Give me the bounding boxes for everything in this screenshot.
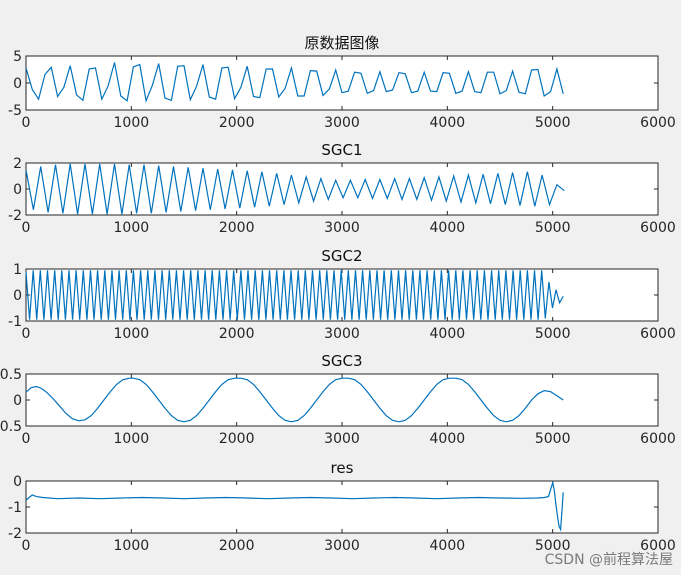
- x-tick-label: 0: [22, 115, 31, 131]
- x-tick-label: 6000: [640, 538, 676, 554]
- x-tick-label: 1000: [114, 220, 150, 236]
- x-tick-label: 0: [22, 538, 31, 554]
- y-tick-label: -1: [8, 314, 22, 330]
- y-tick-label: 0: [13, 393, 22, 409]
- axes-box: [25, 373, 659, 427]
- x-tick-label: 3000: [324, 538, 360, 554]
- x-tick-label: 0: [22, 326, 31, 342]
- x-tick-label: 6000: [640, 220, 676, 236]
- x-tick-label: 1000: [114, 326, 150, 342]
- x-tick-label: 0: [22, 220, 31, 236]
- axes-box: [25, 480, 659, 534]
- x-tick-label: 1000: [114, 431, 150, 447]
- x-tick-label: 6000: [640, 326, 676, 342]
- x-tick-label: 0: [22, 431, 31, 447]
- series-line: [25, 377, 564, 423]
- x-tick-label: 5000: [535, 431, 571, 447]
- watermark-text: CSDN @前程算法屋: [544, 552, 673, 568]
- x-tick-label: 5000: [535, 220, 571, 236]
- x-tick-label: 6000: [640, 431, 676, 447]
- x-tick-label: 6000: [640, 115, 676, 131]
- y-tick-label: 0: [13, 182, 22, 198]
- series-line: [25, 163, 565, 215]
- x-tick-label: 2000: [219, 326, 255, 342]
- axes-box: [25, 55, 659, 111]
- x-tick-label: 3000: [324, 431, 360, 447]
- x-tick-label: 3000: [324, 115, 360, 131]
- y-tick-label: 2: [13, 156, 22, 172]
- x-tick-label: 4000: [430, 538, 466, 554]
- y-tick-label: 1: [13, 262, 22, 278]
- x-tick-label: 2000: [219, 220, 255, 236]
- subplot-title: res: [331, 459, 354, 477]
- x-tick-label: 4000: [430, 326, 466, 342]
- subplot-title: SGC2: [321, 247, 362, 265]
- y-tick-label: 0: [13, 76, 22, 92]
- x-tick-label: 2000: [219, 431, 255, 447]
- y-tick-label: -2: [8, 208, 22, 224]
- x-tick-label: 1000: [114, 538, 150, 554]
- y-tick-label: -2: [8, 526, 22, 542]
- x-tick-label: 4000: [430, 115, 466, 131]
- x-tick-label: 2000: [219, 538, 255, 554]
- series-line: [25, 480, 564, 532]
- series-line: [25, 270, 564, 320]
- subplot-title: SGC3: [321, 352, 362, 370]
- y-tick-label: 0: [13, 288, 22, 304]
- y-tick-label: 5: [13, 49, 22, 65]
- x-tick-label: 5000: [535, 326, 571, 342]
- x-tick-label: 3000: [324, 326, 360, 342]
- y-tick-label: 0: [13, 474, 22, 490]
- y-tick-label: -1: [8, 500, 22, 516]
- series-line: [25, 62, 564, 103]
- y-tick-label: 0.5: [0, 367, 22, 383]
- x-tick-label: 5000: [535, 115, 571, 131]
- subplot-title: SGC1: [321, 141, 362, 159]
- y-tick-label: 0.5: [0, 419, 22, 435]
- x-tick-label: 4000: [430, 431, 466, 447]
- x-tick-label: 4000: [430, 220, 466, 236]
- x-tick-label: 3000: [324, 220, 360, 236]
- y-tick-label: -5: [8, 103, 22, 119]
- x-tick-label: 5000: [535, 538, 571, 554]
- x-tick-label: 1000: [114, 115, 150, 131]
- x-tick-label: 2000: [219, 115, 255, 131]
- subplot-res: res 0 1000 2000 3000 4000 5000 6000 0 -1 -2: [8, 459, 676, 554]
- subplot-title: 原数据图像: [304, 34, 379, 52]
